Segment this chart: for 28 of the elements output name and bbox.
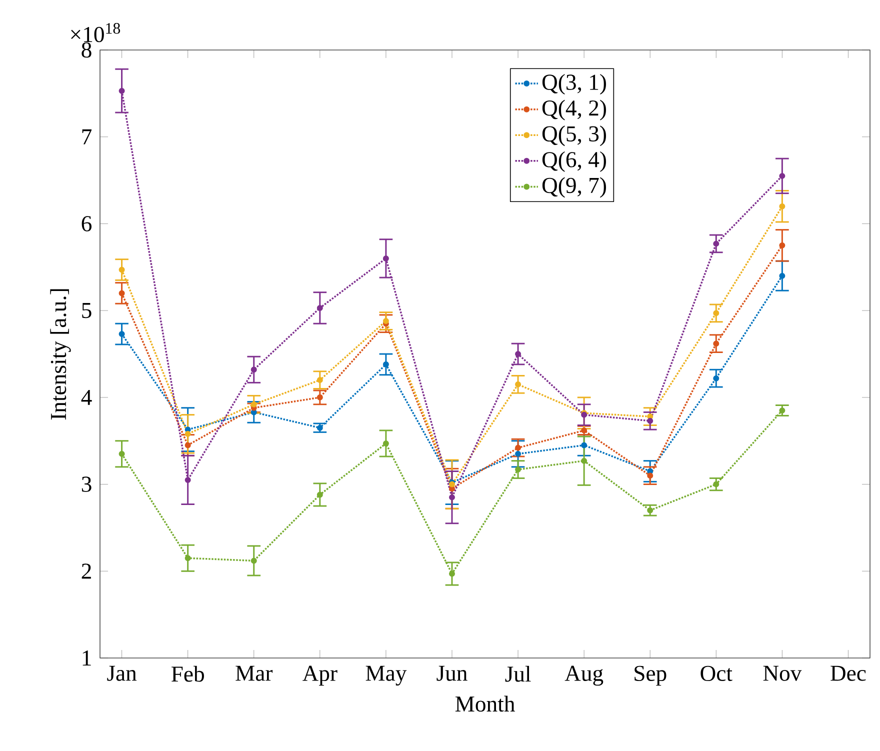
legend-label: Q(9, 7)	[542, 177, 606, 198]
x-tick-label: Feb	[171, 666, 204, 682]
legend-label: Q(6, 4)	[542, 151, 606, 172]
y-tick-label: 2	[82, 564, 91, 579]
y-tick-label: 4	[81, 390, 92, 405]
x-tick-label: Nov	[763, 666, 802, 681]
x-tick-label: Sep	[634, 666, 666, 686]
x-tick-label: Jul	[505, 666, 531, 682]
x-tick-label: May	[366, 666, 407, 686]
legend-label: Q(4, 2)	[542, 100, 606, 120]
legend-label: Q(3, 1)	[542, 74, 606, 95]
y-tick-label: 6	[82, 216, 92, 232]
x-tick-label: Jan	[107, 666, 137, 681]
y-axis-title: Intensity [a.u.]	[50, 289, 71, 420]
x-tick-label: Dec	[830, 666, 866, 681]
x-tick-label: Oct	[700, 666, 732, 682]
x-tick-label: Aug	[564, 666, 604, 686]
y-tick-label: 5	[82, 303, 92, 318]
x-tick-label: Apr	[302, 666, 338, 686]
x-tick-label: Mar	[236, 666, 273, 681]
y-tick-label: 1	[82, 650, 91, 666]
legend-label: Q(5, 3)	[542, 126, 606, 146]
x-tick-label: Jun	[436, 666, 468, 681]
y-tick-label: 8	[82, 42, 92, 58]
x-axis-title: Month	[455, 696, 515, 712]
y-tick-label: 3	[82, 476, 92, 492]
text: ×10$^{18}$	[71, 23, 120, 42]
y-tick-label: 7	[82, 129, 92, 144]
